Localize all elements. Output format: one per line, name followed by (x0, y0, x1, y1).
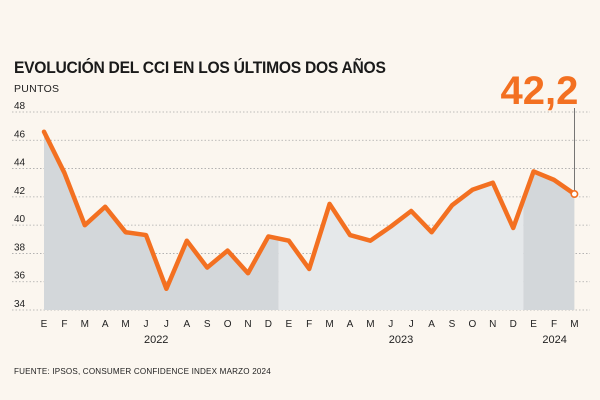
y-tick-label: 40 (14, 214, 26, 225)
chart-title: EVOLUCIÓN DEL CCI EN LOS ÚLTIMOS DOS AÑO… (14, 58, 386, 77)
x-tick-label: N (244, 319, 251, 330)
last-value-marker (570, 190, 579, 199)
y-tick-label: 42 (14, 186, 26, 197)
y-tick-label: 46 (14, 129, 26, 140)
x-tick-label: M (121, 319, 129, 330)
x-tick-label: F (306, 319, 312, 330)
y-tick-label: 38 (14, 242, 26, 253)
x-tick-label: A (183, 319, 190, 330)
x-tick-label: E (530, 319, 537, 330)
area-fill-2024 (523, 171, 575, 310)
x-tick-label: M (570, 319, 578, 330)
x-tick-label: J (164, 319, 169, 330)
x-tick-label: O (469, 319, 477, 330)
x-tick-label: E (285, 319, 292, 330)
area-fill-2023 (278, 182, 524, 310)
year-label-2024: 2024 (542, 334, 566, 346)
x-tick-label: J (388, 319, 393, 330)
year-label-2023: 2023 (389, 334, 413, 346)
x-tick-label: J (409, 319, 414, 330)
y-tick-label: 48 (14, 101, 26, 112)
y-tick-label: 44 (14, 158, 26, 169)
x-tick-label: E (41, 319, 48, 330)
x-tick-label: A (428, 319, 435, 330)
x-tick-label: D (510, 319, 517, 330)
x-tick-label: O (224, 319, 232, 330)
area-fill-2022 (44, 131, 279, 310)
series-line-cci (41, 129, 577, 292)
x-tick-label: S (449, 319, 456, 330)
source-note: FUENTE: IPSOS, CONSUMER CONFIDENCE INDEX… (14, 366, 271, 376)
x-tick-label: N (489, 319, 496, 330)
y-tick-label: 34 (14, 299, 26, 310)
last-value-callout: 42,2 (501, 69, 579, 113)
x-tick-label: A (102, 319, 109, 330)
y-axis-unit-label: PUNTOS (14, 83, 60, 95)
x-tick-label: M (81, 319, 89, 330)
y-tick-label: 36 (14, 271, 26, 282)
x-tick-label: S (204, 319, 211, 330)
x-tick-label: J (144, 319, 149, 330)
x-tick-label: F (551, 319, 557, 330)
x-tick-label: A (347, 319, 354, 330)
year-label-2022: 2022 (144, 334, 168, 346)
x-tick-label: M (366, 319, 374, 330)
x-tick-label: D (265, 319, 272, 330)
x-tick-label: M (325, 319, 333, 330)
x-tick-label: F (61, 319, 67, 330)
